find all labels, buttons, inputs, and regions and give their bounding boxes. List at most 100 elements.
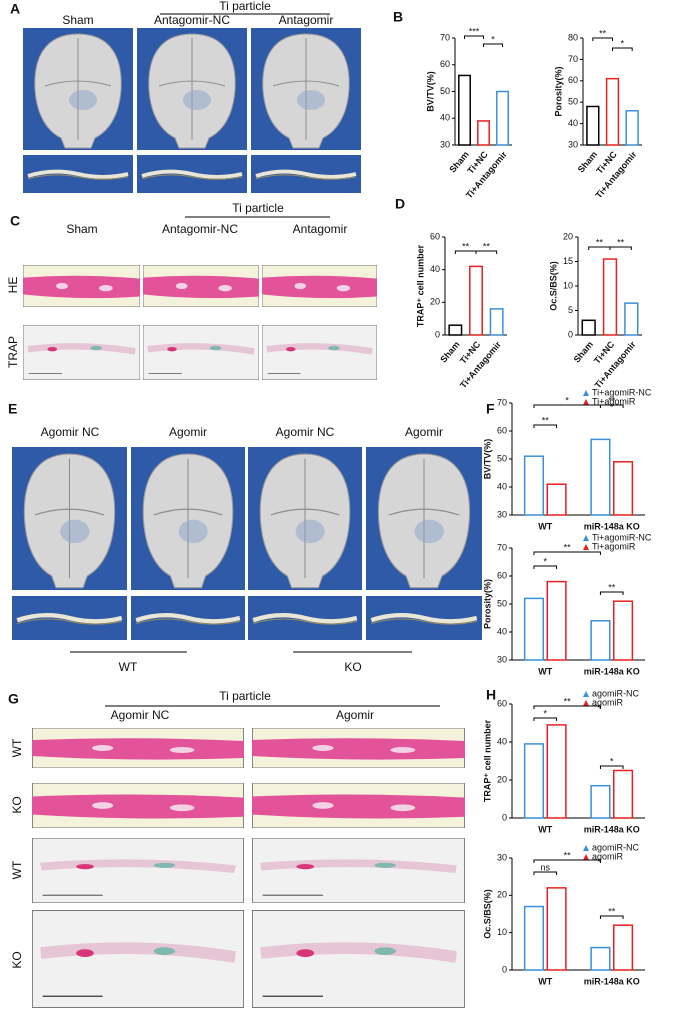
- y-tick-label: 70: [497, 397, 507, 407]
- column-label: Agomir: [405, 425, 443, 439]
- bar: [469, 265, 483, 336]
- y-tick-label: 0: [435, 329, 440, 339]
- trap-image: [262, 325, 377, 380]
- significance-bracket: [533, 717, 558, 721]
- y-axis-label: Porosity(%): [553, 66, 563, 116]
- significance-label: **: [542, 415, 550, 425]
- significance-label: **: [599, 28, 607, 38]
- group-label: Ti particle: [219, 689, 271, 703]
- chart: 3040506070BV/TV(%)ShamTi+NCTi+Antagomir*…: [425, 26, 512, 200]
- column-label: Antagomir: [293, 222, 348, 236]
- significance-label: **: [608, 906, 616, 916]
- significance-label: *: [543, 556, 547, 566]
- x-tick-label: miR-148a KO: [584, 824, 640, 834]
- x-tick-label: WT: [538, 521, 552, 531]
- bar: [602, 258, 618, 336]
- trap-image: [252, 838, 465, 903]
- y-tick-label: 30: [568, 139, 578, 149]
- panel-label: C: [10, 213, 20, 229]
- row-label: HE: [6, 277, 20, 294]
- bar: [523, 905, 545, 971]
- y-axis-label: Oc.S/BS(%): [482, 889, 492, 939]
- legend-marker: [583, 700, 589, 706]
- he-image: [143, 265, 259, 307]
- significance-label: *: [491, 34, 495, 44]
- ct-section: [248, 596, 362, 640]
- y-axis-label: TRAP⁺ cell number: [415, 244, 425, 327]
- significance-bracket: [464, 35, 484, 39]
- significance-label: ***: [469, 26, 480, 36]
- legend-marker: [583, 544, 589, 550]
- bar: [605, 77, 620, 146]
- bar: [590, 438, 611, 516]
- y-tick-label: 40: [568, 118, 578, 128]
- bar: [448, 324, 463, 336]
- bar: [613, 924, 634, 971]
- panel-label: G: [8, 691, 19, 707]
- significance-label: *: [621, 38, 625, 48]
- trap-image: [23, 325, 140, 380]
- legend-marker: [583, 691, 589, 697]
- trap-image: [32, 838, 244, 903]
- he-image: [32, 728, 244, 768]
- legend-marker: [583, 845, 589, 851]
- trap-image: [143, 325, 259, 380]
- he-image: [262, 265, 377, 307]
- y-tick-label: 30: [497, 654, 507, 664]
- y-tick-label: 50: [497, 453, 507, 463]
- legend-marker: [583, 390, 589, 396]
- bar: [586, 105, 600, 146]
- legend-label: Ti+agomiR: [592, 396, 636, 406]
- ct-section: [23, 155, 133, 193]
- y-tick-label: 60: [440, 59, 450, 69]
- row-label: WT: [10, 738, 24, 757]
- bar: [590, 784, 611, 819]
- bar: [489, 308, 504, 336]
- ct-section: [131, 596, 245, 640]
- y-tick-label: 40: [497, 736, 507, 746]
- y-tick-label: 60: [497, 425, 507, 435]
- column-label: Agomir: [169, 425, 207, 439]
- y-tick-label: 70: [568, 54, 578, 64]
- ct-image: [23, 28, 133, 150]
- significance-label: **: [608, 395, 616, 405]
- bar: [546, 887, 567, 971]
- legend-label: agomiR-NC: [592, 688, 640, 698]
- chart: 0 10 20 30 Oc.S/BS(%) WT miR-148a KO agomiR-NCa…: [482, 842, 645, 986]
- significance-bracket: [588, 246, 611, 250]
- row-label: KO: [10, 951, 24, 968]
- bar: [590, 946, 611, 971]
- significance-label: **: [564, 542, 572, 552]
- significance-bracket: [592, 37, 613, 41]
- ct-image: [12, 447, 127, 590]
- significance-label: **: [596, 237, 604, 247]
- y-tick-label: 60: [497, 698, 507, 708]
- chart: 0 20 40 60 TRAP⁺ cell number WT miR-148a KO ago…: [482, 688, 645, 834]
- legend-label: agomiR-NC: [592, 842, 640, 852]
- legend-label: agomiR: [592, 697, 624, 707]
- ct-image: [366, 447, 482, 590]
- significance-label: *: [565, 395, 569, 405]
- y-tick-label: 20: [430, 297, 440, 307]
- x-tick-label: WT: [538, 666, 552, 676]
- y-tick-label: 30: [440, 139, 450, 149]
- significance-bracket: [612, 47, 633, 51]
- ct-section: [137, 155, 247, 193]
- trap-image: [32, 910, 244, 1008]
- significance-bracket: [483, 43, 503, 47]
- legend-label: agomiR: [592, 851, 624, 861]
- bar: [523, 597, 545, 661]
- he-image: [252, 728, 465, 768]
- column-label: Sham: [66, 222, 97, 236]
- significance-label: *: [610, 756, 614, 766]
- panel-label: D: [395, 196, 405, 212]
- y-tick-label: 0: [502, 812, 507, 822]
- legend-label: Ti+agomiR-NC: [592, 532, 652, 542]
- y-axis-label: TRAP⁺ cell number: [482, 719, 492, 802]
- y-tick-label: 10: [497, 927, 507, 937]
- x-tick-label: WT: [538, 976, 552, 986]
- he-image: [23, 265, 140, 307]
- significance-bracket: [609, 246, 632, 250]
- column-label: Agomir NC: [41, 425, 100, 439]
- y-tick-label: 80: [568, 32, 578, 42]
